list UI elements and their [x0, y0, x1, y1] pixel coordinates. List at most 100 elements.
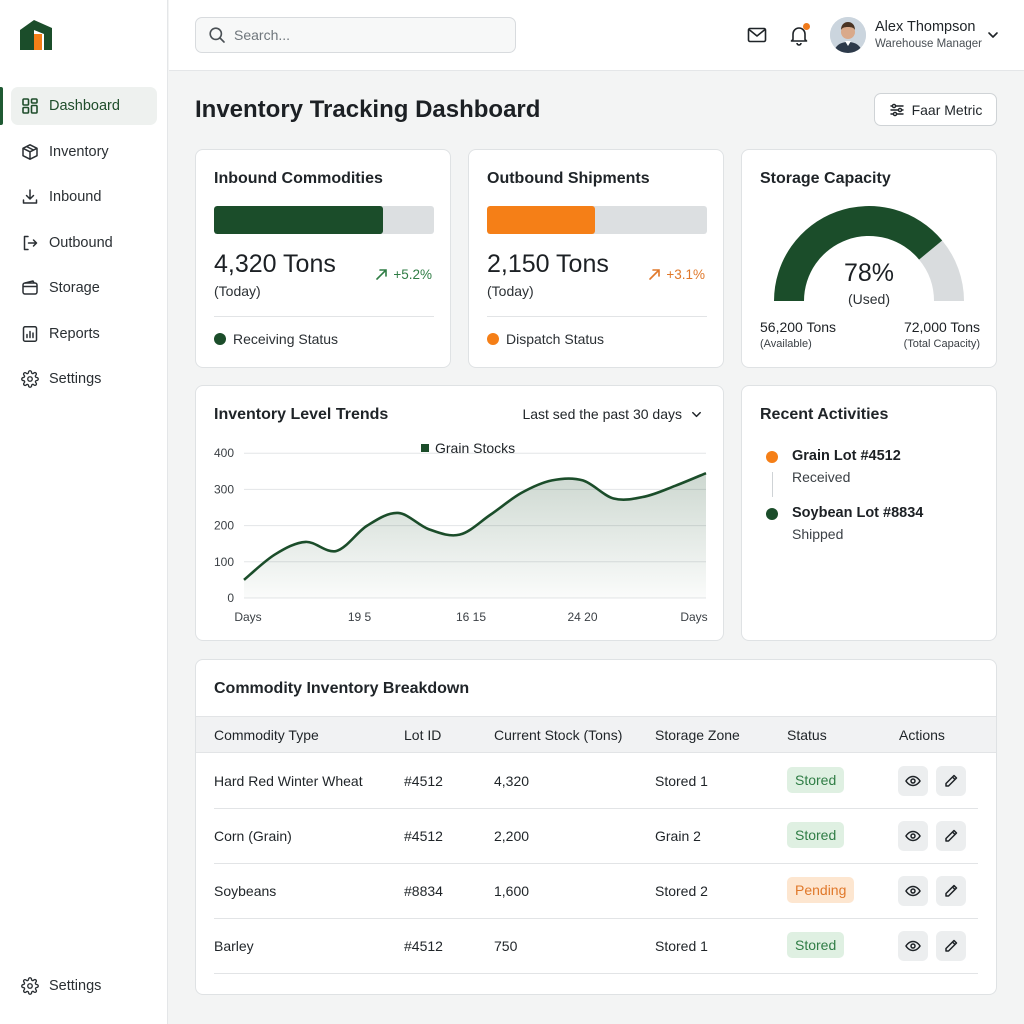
activity-dot	[766, 508, 778, 520]
logo-icon	[20, 20, 52, 50]
outbound-period: (Today)	[487, 283, 534, 299]
timeline-connector	[772, 472, 773, 497]
table-row[interactable]: Hard Red Winter Wheat #4512 4,320 Stored…	[214, 754, 978, 809]
y-tick-label: 200	[214, 519, 234, 533]
outbound-status-label: Dispatch Status	[506, 331, 605, 347]
storage-total-label: (Total Capacity)	[903, 338, 980, 350]
avatar[interactable]	[830, 17, 866, 53]
status-badge: Stored	[787, 767, 845, 793]
card-title: Outbound Shipments	[487, 170, 650, 187]
table-row[interactable]: Corn (Grain) #4512 2,200 Grain 2 Stored	[214, 809, 978, 864]
sidebar-item-reports[interactable]: Reports	[11, 315, 157, 353]
inbound-trend: +5.2%	[375, 267, 432, 282]
chevron-down-icon[interactable]	[986, 28, 1000, 42]
user-avatar-icon	[830, 17, 866, 53]
table-row[interactable]: Barley #4512 750 Stored 1 Stored	[214, 919, 978, 974]
sidebar-item-inbound[interactable]: Inbound	[11, 178, 157, 216]
pencil-icon	[945, 829, 958, 842]
cell-zone: Grain 2	[655, 828, 701, 844]
sidebar-item-dashboard[interactable]: Dashboard	[0, 87, 157, 125]
sidebar-item-label: Dashboard	[49, 98, 120, 114]
x-tick-label: 16 15	[456, 610, 486, 624]
logout-icon	[21, 234, 39, 252]
inbound-period: (Today)	[214, 283, 261, 299]
x-tick-label: Days	[680, 610, 707, 624]
cell-lot: #4512	[404, 828, 443, 844]
sidebar-item-label: Settings	[49, 978, 102, 994]
x-tick-label: Days	[234, 610, 261, 624]
eye-icon	[905, 830, 921, 842]
edit-button[interactable]	[936, 876, 966, 906]
sidebar-item-inventory[interactable]: Inventory	[11, 133, 157, 171]
inbound-status: Receiving Status	[214, 331, 338, 347]
user-name: Alex Thompson	[875, 19, 976, 35]
mail-button[interactable]	[746, 24, 768, 46]
cell-lot: #8834	[404, 883, 443, 899]
trends-card: 0 100 200 300 400 Days 19 5 16 15 24 20 Days Gra…	[195, 385, 724, 641]
inbound-value: 4,320 Tons	[214, 250, 336, 278]
pencil-icon	[945, 939, 958, 952]
view-button[interactable]	[898, 931, 928, 961]
sidebar-item-storage[interactable]: Storage	[11, 269, 157, 307]
inventory-table-card: Commodity Inventory Breakdown Commodity …	[195, 659, 997, 995]
search-box[interactable]	[195, 17, 516, 53]
cell-stock: 750	[494, 938, 518, 954]
view-button[interactable]	[898, 876, 928, 906]
table-row[interactable]: Soybeans #8834 1,600 Stored 2 Pending	[214, 864, 978, 919]
search-input[interactable]	[234, 27, 494, 43]
x-tick-label: 19 5	[348, 610, 372, 624]
card-title: Storage Capacity	[760, 170, 891, 187]
y-tick-label: 400	[214, 446, 234, 460]
outbound-progress-bar	[487, 206, 707, 234]
legend-label: Grain Stocks	[435, 440, 515, 456]
view-button[interactable]	[898, 821, 928, 851]
activity-title: Soybean Lot #8834	[792, 505, 924, 521]
sidebar-bottom-settings[interactable]: Settings	[11, 967, 157, 1005]
eye-icon	[905, 940, 921, 952]
eye-icon	[905, 885, 921, 897]
pencil-icon	[945, 774, 958, 787]
cell-zone: Stored 2	[655, 883, 708, 899]
edit-button[interactable]	[936, 766, 966, 796]
status-badge: Stored	[787, 822, 845, 848]
card-title: Recent Activities	[760, 406, 889, 423]
gear-icon	[21, 370, 39, 388]
card-title: Inbound Commodities	[214, 170, 383, 187]
view-button[interactable]	[898, 766, 928, 796]
cell-lot: #4512	[404, 773, 443, 789]
mail-icon	[747, 27, 767, 43]
outbound-progress-fill	[487, 206, 595, 234]
metric-button[interactable]: Faar Metric	[874, 93, 997, 126]
notifications-button[interactable]	[788, 23, 810, 46]
sidebar-item-label: Storage	[49, 280, 100, 296]
storage-used-label: (Used)	[847, 291, 890, 307]
gear-icon	[21, 977, 39, 995]
sidebar-item-outbound[interactable]: Outbound	[11, 224, 157, 262]
sidebar-item-settings[interactable]: Settings	[11, 360, 157, 398]
cell-lot: #4512	[404, 938, 443, 954]
date-range-select[interactable]: Last sed the past 30 days	[522, 406, 703, 422]
storage-available-value: 56,200 Tons	[760, 319, 837, 335]
y-tick-label: 300	[214, 482, 234, 496]
storage-card: Storage Capacity 78% (Used) 56,200 Tons …	[741, 149, 997, 368]
sidebar-item-label: Settings	[49, 371, 102, 387]
bell-icon	[790, 27, 808, 46]
sidebar-item-label: Inventory	[49, 143, 109, 160]
inbound-progress-fill	[214, 206, 384, 234]
eye-icon	[905, 775, 921, 787]
wallet-icon	[21, 279, 39, 297]
inbound-status-label: Receiving Status	[233, 331, 339, 347]
column-header: Lot ID	[404, 727, 442, 743]
gauge-track	[919, 240, 964, 301]
storage-percent: 78%	[843, 259, 895, 287]
activity-title: Grain Lot #4512	[792, 448, 901, 464]
edit-button[interactable]	[936, 821, 966, 851]
x-tick-label: 24 20	[567, 610, 597, 624]
y-tick-label: 100	[214, 555, 234, 569]
edit-button[interactable]	[936, 931, 966, 961]
activity-dot	[766, 451, 778, 463]
inventory-trend-chart: 0 100 200 300 400 Days 19 5 16 15 24 20 Days Gra…	[214, 440, 708, 624]
activities-card: Recent Activities Grain Lot #4512 Receiv…	[741, 385, 997, 641]
storage-available-label: (Available)	[760, 338, 812, 350]
inbound-card: Inbound Commodities 4,320 Tons (Today) +…	[195, 149, 451, 368]
